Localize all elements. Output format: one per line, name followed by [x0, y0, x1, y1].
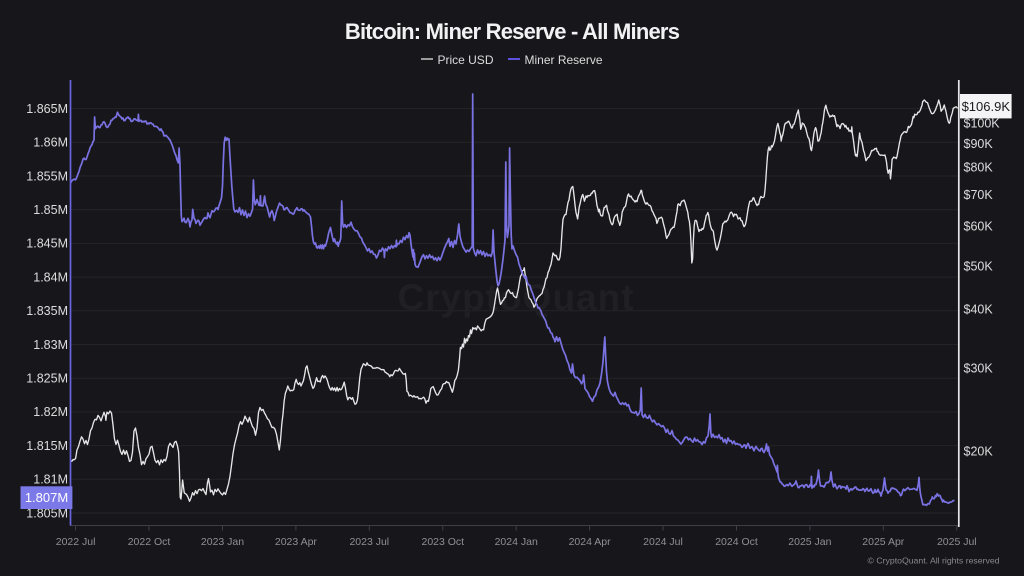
svg-text:2022 Jul: 2022 Jul: [56, 536, 96, 548]
svg-text:2024 Apr: 2024 Apr: [569, 536, 612, 548]
svg-text:© CryptoQuant. All rights rese: © CryptoQuant. All rights reserved: [868, 556, 1000, 566]
svg-text:$90K: $90K: [964, 137, 994, 151]
svg-text:1.85M: 1.85M: [33, 203, 68, 217]
svg-text:$50K: $50K: [964, 259, 994, 273]
svg-text:1.82M: 1.82M: [33, 405, 68, 419]
svg-text:1.845M: 1.845M: [26, 237, 68, 251]
svg-text:1.815M: 1.815M: [26, 439, 68, 453]
svg-text:2023 Jan: 2023 Jan: [201, 536, 244, 548]
svg-text:2025 Jul: 2025 Jul: [937, 536, 977, 548]
svg-text:2024 Jul: 2024 Jul: [643, 536, 683, 548]
svg-text:2022 Oct: 2022 Oct: [128, 536, 171, 548]
svg-text:2024 Jan: 2024 Jan: [495, 536, 538, 548]
svg-text:2024 Oct: 2024 Oct: [715, 536, 758, 548]
svg-text:2025 Jan: 2025 Jan: [788, 536, 831, 548]
svg-text:1.855M: 1.855M: [26, 169, 68, 183]
svg-text:$40K: $40K: [964, 303, 994, 317]
svg-text:1.83M: 1.83M: [33, 338, 68, 352]
svg-text:2023 Jul: 2023 Jul: [349, 536, 389, 548]
svg-text:$20K: $20K: [964, 444, 994, 458]
svg-text:1.81M: 1.81M: [33, 473, 68, 487]
svg-text:2023 Apr: 2023 Apr: [275, 536, 318, 548]
svg-text:1.805M: 1.805M: [26, 506, 68, 520]
svg-text:1.807M: 1.807M: [25, 490, 68, 505]
svg-text:$70K: $70K: [964, 188, 994, 202]
svg-text:2023 Oct: 2023 Oct: [421, 536, 464, 548]
svg-text:2025 Apr: 2025 Apr: [862, 536, 905, 548]
svg-text:1.865M: 1.865M: [26, 102, 68, 116]
svg-text:$80K: $80K: [964, 160, 994, 174]
svg-text:$100K: $100K: [964, 117, 1001, 131]
svg-text:$60K: $60K: [964, 219, 994, 233]
svg-text:1.84M: 1.84M: [33, 270, 68, 284]
svg-text:$30K: $30K: [964, 361, 994, 375]
svg-text:1.86M: 1.86M: [33, 136, 68, 150]
svg-text:1.825M: 1.825M: [26, 372, 68, 386]
svg-text:$106.9K: $106.9K: [962, 99, 1011, 114]
svg-text:1.835M: 1.835M: [26, 304, 68, 318]
